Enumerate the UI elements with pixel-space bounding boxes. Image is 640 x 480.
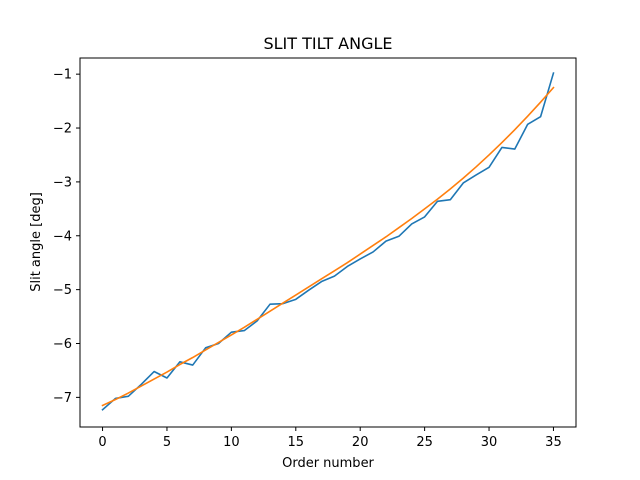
y-tick-label: −6 xyxy=(53,337,72,352)
chart-title: SLIT TILT ANGLE xyxy=(263,34,392,53)
x-tick-label: 15 xyxy=(288,435,305,450)
x-axis: 0 5 10 15 20 25 30 35 xyxy=(98,427,562,450)
y-tick-label: −4 xyxy=(53,229,72,244)
y-tick-label: −7 xyxy=(53,391,72,406)
series-line-2 xyxy=(101,86,555,407)
x-tick-label: 5 xyxy=(163,435,171,450)
y-tick-label: −5 xyxy=(53,283,72,298)
plot-frame xyxy=(79,57,577,428)
x-tick-label: 20 xyxy=(352,435,369,450)
y-axis-label: Slit angle [deg] xyxy=(29,192,44,292)
x-tick-label: 10 xyxy=(223,435,240,450)
y-tick-label: −1 xyxy=(53,68,72,83)
y-axis: −7 −6 −5 −4 −3 −2 −1 xyxy=(53,68,80,406)
x-tick-label: 0 xyxy=(98,435,106,450)
x-tick-label: 25 xyxy=(416,435,433,450)
plot-lines xyxy=(101,72,555,411)
y-tick-label: −2 xyxy=(53,122,72,137)
x-axis-label: Order number xyxy=(282,456,374,471)
series-line-1 xyxy=(101,72,555,411)
x-tick-label: 35 xyxy=(545,435,562,450)
x-tick-label: 30 xyxy=(481,435,498,450)
y-tick-label: −3 xyxy=(53,175,72,190)
